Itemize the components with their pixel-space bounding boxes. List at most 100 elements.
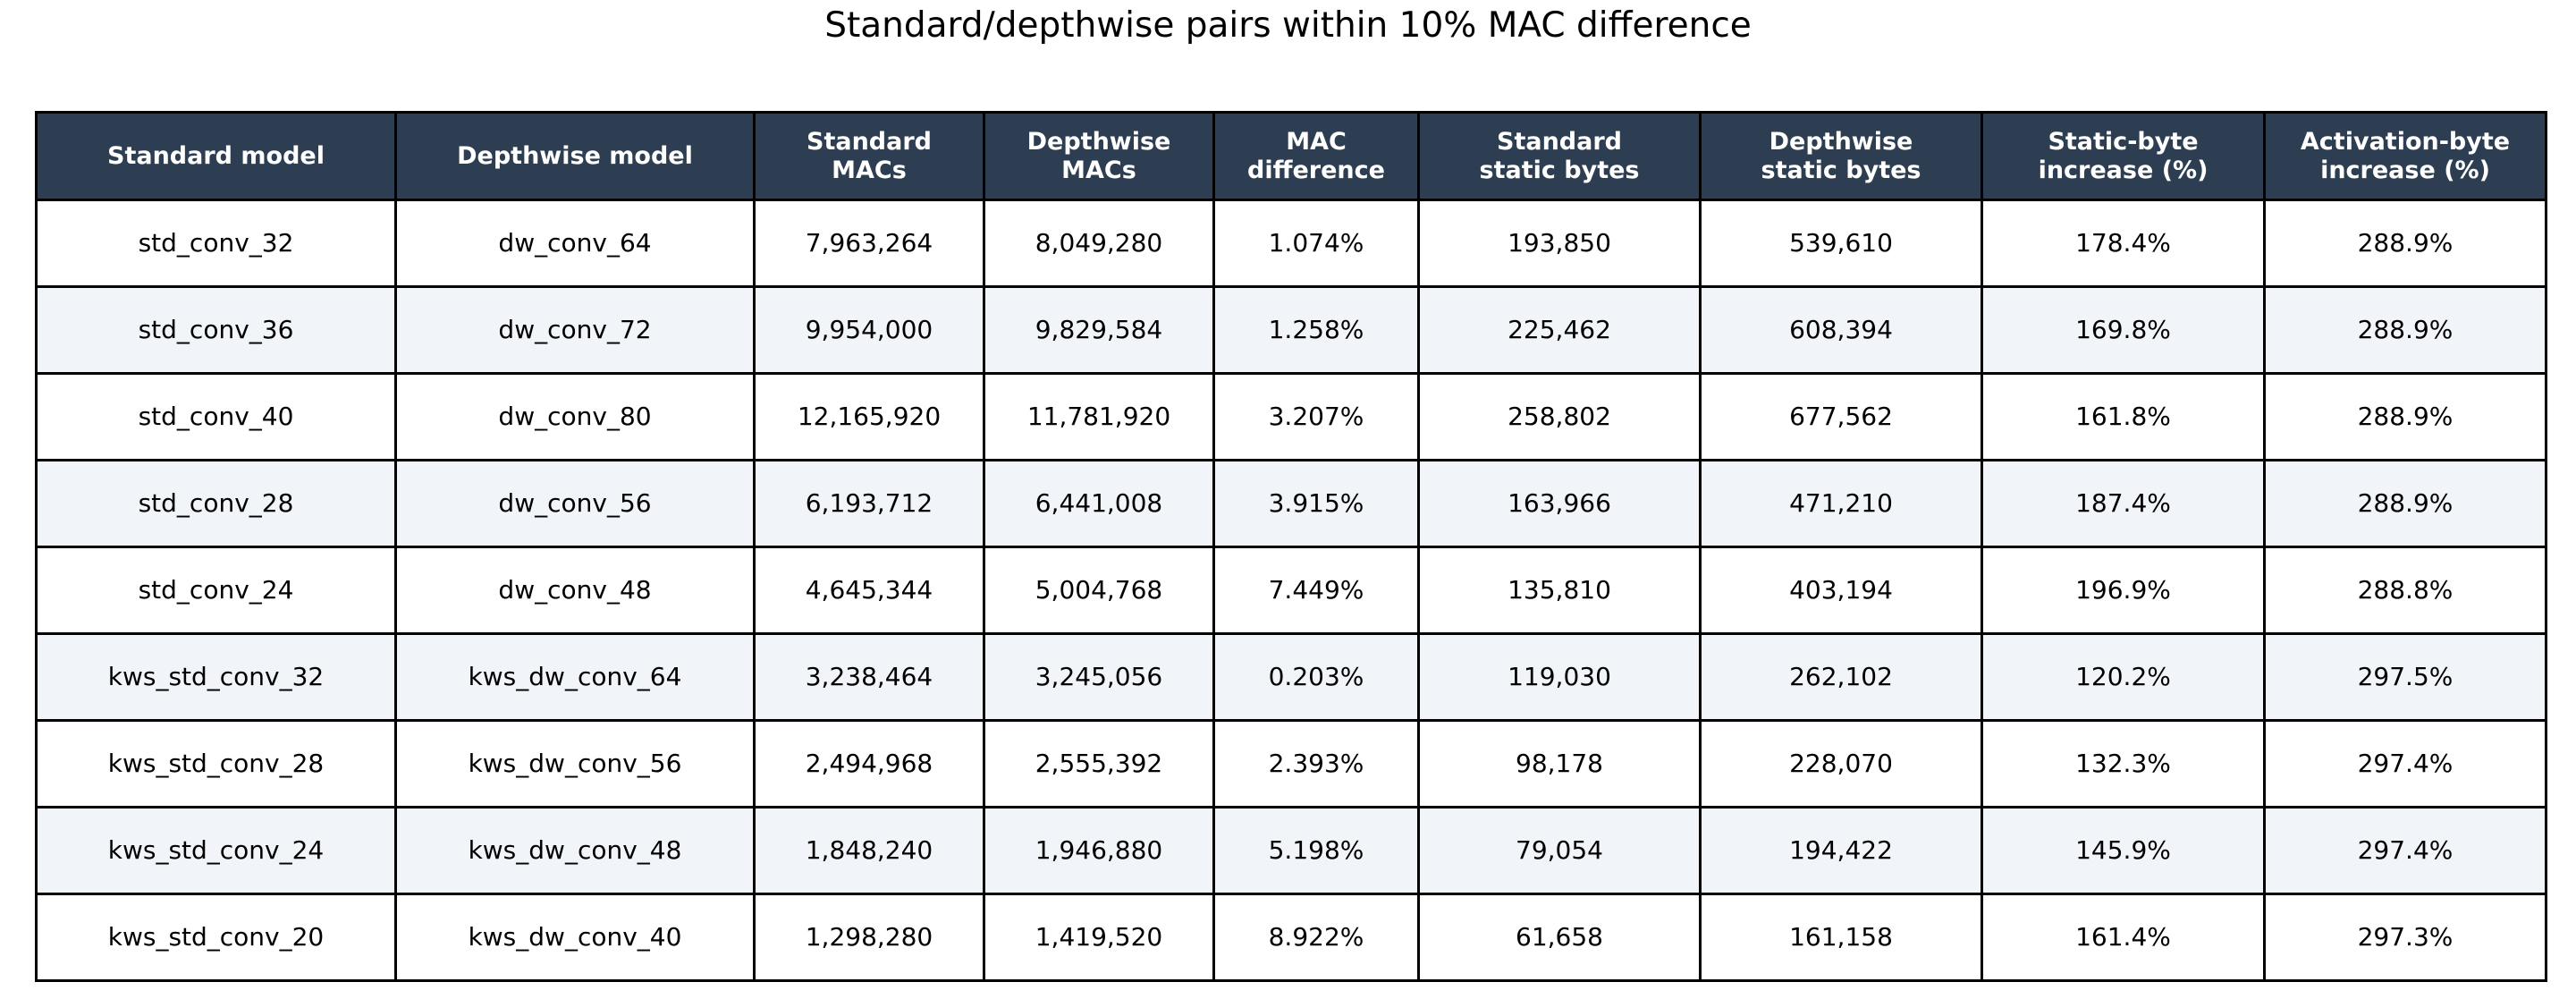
- table-cell: 135,810: [1417, 546, 1702, 635]
- chart-title: Standard/depthwise pairs within 10% MAC …: [824, 5, 1752, 46]
- table-cell: 677,562: [1699, 372, 1983, 461]
- column-header: Depthwise static bytes: [1699, 111, 1983, 201]
- table-cell: 161,158: [1699, 893, 1983, 982]
- table-cell: 61,658: [1417, 893, 1702, 982]
- table-cell: 608,394: [1699, 285, 1983, 375]
- table-cell: kws_std_conv_28: [35, 719, 397, 809]
- table-row: std_conv_24 dw_conv_48 4,645,344 5,004,768 7…: [35, 546, 2547, 635]
- column-header: Static-byte increase (%): [1981, 111, 2266, 201]
- column-header: Activation-byte increase (%): [2263, 111, 2547, 201]
- table-cell: 1.258%: [1212, 285, 1420, 375]
- table-cell: 7.449%: [1212, 546, 1420, 635]
- table-cell: 98,178: [1417, 719, 1702, 809]
- table-cell: 11,781,920: [983, 372, 1215, 461]
- table-cell: 132.3%: [1981, 719, 2266, 809]
- table-cell: 2.393%: [1212, 719, 1420, 809]
- table-cell: std_conv_24: [35, 546, 397, 635]
- table-cell: kws_std_conv_32: [35, 632, 397, 722]
- table-cell: 297.5%: [2263, 632, 2547, 722]
- table-cell: 12,165,920: [753, 372, 985, 461]
- table-cell: std_conv_28: [35, 459, 397, 548]
- column-header: Depthwise MACs: [983, 111, 1215, 201]
- table-cell: dw_conv_80: [394, 372, 756, 461]
- table-cell: 3,245,056: [983, 632, 1215, 722]
- table-cell: 7,963,264: [753, 199, 985, 288]
- table-cell: 3.207%: [1212, 372, 1420, 461]
- table-cell: 288.9%: [2263, 372, 2547, 461]
- column-header: Standard MACs: [753, 111, 985, 201]
- table-cell: kws_dw_conv_40: [394, 893, 756, 982]
- table-cell: 163,966: [1417, 459, 1702, 548]
- table-cell: 193,850: [1417, 199, 1702, 288]
- table-cell: 297.3%: [2263, 893, 2547, 982]
- table-cell: 4,645,344: [753, 546, 985, 635]
- column-header: Standard model: [35, 111, 397, 201]
- table-cell: std_conv_32: [35, 199, 397, 288]
- table-cell: std_conv_36: [35, 285, 397, 375]
- table-cell: dw_conv_72: [394, 285, 756, 375]
- table-cell: 1,419,520: [983, 893, 1215, 982]
- table-cell: 1,298,280: [753, 893, 985, 982]
- table-cell: 161.8%: [1981, 372, 2266, 461]
- table-cell: 471,210: [1699, 459, 1983, 548]
- table-cell: 161.4%: [1981, 893, 2266, 982]
- table-cell: 2,494,968: [753, 719, 985, 809]
- data-table-container: Standard model Depthwise model Standard MA…: [35, 111, 2547, 982]
- table-cell: 297.4%: [2263, 806, 2547, 895]
- table-cell: 9,954,000: [753, 285, 985, 375]
- table-cell: 8,049,280: [983, 199, 1215, 288]
- table-cell: 539,610: [1699, 199, 1983, 288]
- column-header: Depthwise model: [394, 111, 756, 201]
- table-cell: kws_dw_conv_56: [394, 719, 756, 809]
- table-cell: 3,238,464: [753, 632, 985, 722]
- table-cell: 79,054: [1417, 806, 1702, 895]
- table-cell: 225,462: [1417, 285, 1702, 375]
- table-row: kws_std_conv_20 kws_dw_conv_40 1,298,280 1,…: [35, 893, 2547, 982]
- table-cell: 145.9%: [1981, 806, 2266, 895]
- table-cell: 297.4%: [2263, 719, 2547, 809]
- table-cell: kws_dw_conv_64: [394, 632, 756, 722]
- table-cell: kws_dw_conv_48: [394, 806, 756, 895]
- table-cell: 288.8%: [2263, 546, 2547, 635]
- table-cell: 1.074%: [1212, 199, 1420, 288]
- table-cell: dw_conv_56: [394, 459, 756, 548]
- table-cell: 3.915%: [1212, 459, 1420, 548]
- table-row: kws_std_conv_24 kws_dw_conv_48 1,848,240 1,…: [35, 806, 2547, 895]
- table-cell: 5,004,768: [983, 546, 1215, 635]
- table-cell: dw_conv_64: [394, 199, 756, 288]
- table-row: kws_std_conv_28 kws_dw_conv_56 2,494,968 2,…: [35, 719, 2547, 809]
- table-cell: 196.9%: [1981, 546, 2266, 635]
- table-cell: 288.9%: [2263, 199, 2547, 288]
- table-cell: 169.8%: [1981, 285, 2266, 375]
- table-cell: 120.2%: [1981, 632, 2266, 722]
- table-cell: 5.198%: [1212, 806, 1420, 895]
- table-cell: kws_std_conv_24: [35, 806, 397, 895]
- data-table: Standard model Depthwise model Standard MA…: [35, 111, 2547, 982]
- table-cell: 228,070: [1699, 719, 1983, 809]
- table-cell: 258,802: [1417, 372, 1702, 461]
- table-cell: kws_std_conv_20: [35, 893, 397, 982]
- table-row: std_conv_32 dw_conv_64 7,963,264 8,049,280 1…: [35, 199, 2547, 288]
- column-header: Standard static bytes: [1417, 111, 1702, 201]
- column-header: MAC difference: [1212, 111, 1420, 201]
- table-header: Standard model Depthwise model Standard MA…: [35, 111, 2547, 201]
- table-cell: 119,030: [1417, 632, 1702, 722]
- table-cell: 0.203%: [1212, 632, 1420, 722]
- table-cell: 2,555,392: [983, 719, 1215, 809]
- table-cell: 262,102: [1699, 632, 1983, 722]
- table-row: std_conv_28 dw_conv_56 6,193,712 6,441,008 3…: [35, 459, 2547, 548]
- table-row: kws_std_conv_32 kws_dw_conv_64 3,238,464 3,…: [35, 632, 2547, 722]
- table-cell: std_conv_40: [35, 372, 397, 461]
- table-cell: 1,946,880: [983, 806, 1215, 895]
- table-cell: 6,193,712: [753, 459, 985, 548]
- table-cell: 288.9%: [2263, 285, 2547, 375]
- table-cell: 6,441,008: [983, 459, 1215, 548]
- table-cell: 288.9%: [2263, 459, 2547, 548]
- table-cell: 194,422: [1699, 806, 1983, 895]
- table-cell: 1,848,240: [753, 806, 985, 895]
- table-body: std_conv_32 dw_conv_64 7,963,264 8,049,280 1…: [35, 199, 2547, 982]
- table-cell: 187.4%: [1981, 459, 2266, 548]
- table-cell: 9,829,584: [983, 285, 1215, 375]
- table-cell: 8.922%: [1212, 893, 1420, 982]
- table-cell: 178.4%: [1981, 199, 2266, 288]
